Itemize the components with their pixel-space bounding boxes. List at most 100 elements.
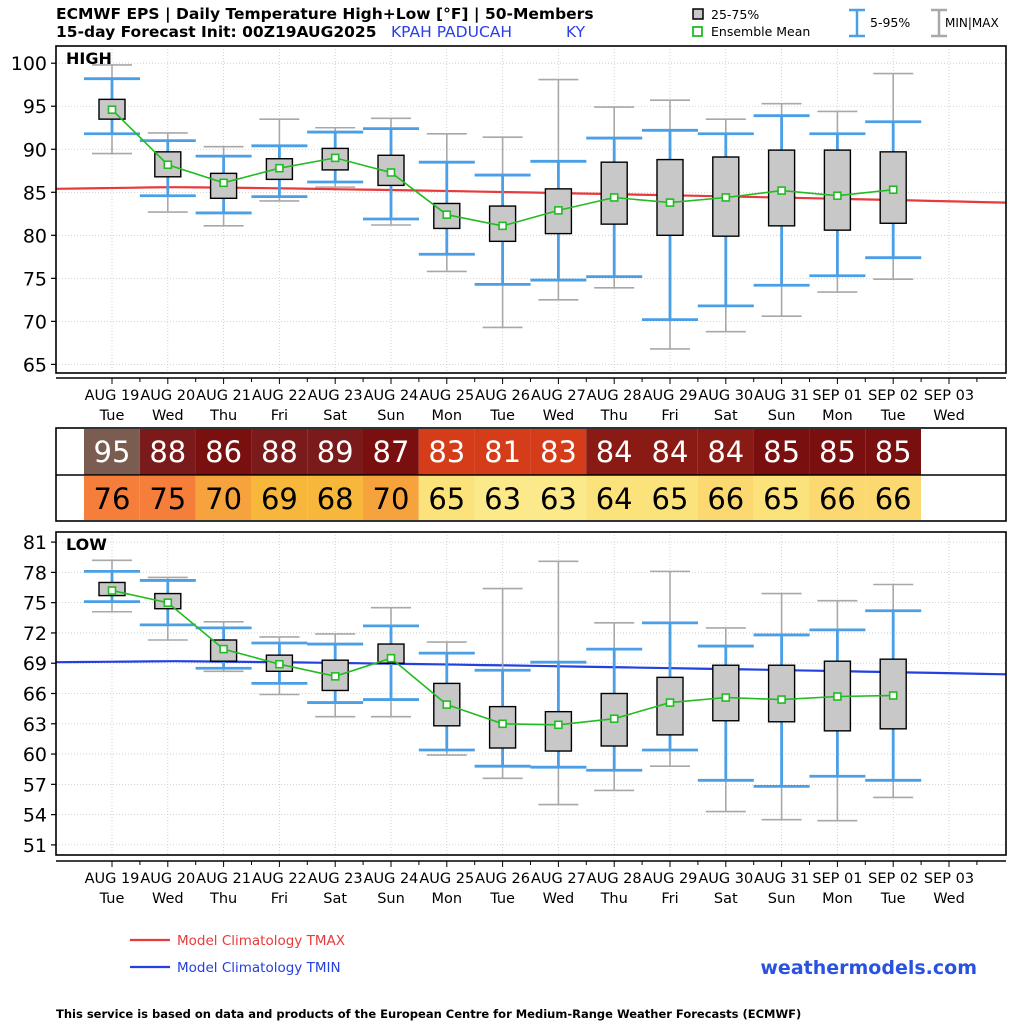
summary-high-value: 85 — [819, 435, 856, 469]
ensemble-mean-point — [777, 695, 786, 704]
x-tick-date: AUG 20 — [140, 871, 195, 887]
box-high-0 — [84, 64, 140, 155]
box-high-13 — [809, 110, 866, 293]
low-chart-panel: 51 54 57 60 63 66 69 72 75 78 81 LOW — [23, 531, 1007, 857]
x-tick-date: AUG 30 — [698, 871, 753, 887]
plot-frame — [55, 531, 1007, 856]
y-tick-label: 78 — [23, 562, 47, 584]
legend-box-label: 25-75% — [711, 7, 759, 22]
ensemble-mean-point — [888, 691, 898, 700]
ensemble-mean-point — [219, 644, 228, 654]
summary-high-value: 95 — [94, 435, 131, 469]
summary-low-cell — [418, 476, 475, 520]
summary-low-cell — [363, 476, 419, 520]
x-tick-weekday: Sat — [714, 891, 738, 907]
climatology-tmax-line — [55, 186, 1007, 204]
date-axis-high: AUG 19 Tue AUG 20 Wed AUG 21 Thu AUG 22 Fri AUG … — [56, 377, 1006, 424]
x-tick-date: AUG 28 — [587, 871, 642, 887]
box-low-12 — [753, 592, 810, 821]
summary-high-value: 86 — [205, 435, 242, 469]
y-tick-label: 72 — [23, 623, 47, 645]
summary-high-cell — [474, 429, 531, 475]
high-chart-panel: 65 70 75 80 85 90 95 100 HIGH — [11, 45, 1007, 376]
summary-low-cell — [307, 476, 363, 520]
summary-low-cell — [865, 476, 921, 520]
legend-tmin-label: Model Climatology TMIN — [177, 960, 341, 976]
summary-high-cell — [642, 429, 698, 475]
x-tick-weekday: Wed — [933, 891, 965, 907]
x-tick-weekday: Sat — [323, 408, 347, 424]
summary-high-value: 83 — [428, 435, 465, 469]
brand-link[interactable]: weathermodels.com — [760, 957, 977, 979]
summary-high-cell — [418, 429, 475, 475]
x-tick-weekday: Thu — [209, 891, 237, 907]
iqr-box — [377, 643, 405, 664]
summary-high-cell — [307, 429, 363, 475]
y-tick-label: 65 — [23, 354, 47, 376]
legend-minmax-label: MIN|MAX — [945, 16, 999, 30]
x-tick-weekday: Fri — [661, 408, 678, 424]
x-tick-date: AUG 24 — [364, 388, 419, 404]
summary-low-cell — [139, 476, 196, 520]
box-high-14 — [865, 72, 922, 281]
x-tick-date: AUG 22 — [252, 388, 307, 404]
iqr-box — [544, 710, 573, 752]
iqr-box — [600, 161, 628, 225]
legend-whisker-icon — [849, 8, 865, 38]
summary-high-value: 84 — [652, 435, 689, 469]
ensemble-mean-point — [330, 672, 340, 681]
x-tick-date: AUG 31 — [754, 388, 809, 404]
ensemble-mean-point — [386, 168, 396, 177]
ensemble-mean-point — [275, 659, 284, 669]
summary-high-value: 84 — [596, 435, 633, 469]
x-tick-date: AUG 31 — [754, 871, 809, 887]
x-tick-weekday: Wed — [543, 891, 575, 907]
summary-high-value: 88 — [261, 435, 298, 469]
x-tick-weekday: Sat — [714, 408, 738, 424]
x-tick-date: AUG 29 — [643, 871, 698, 887]
x-tick-weekday: Mon — [822, 891, 853, 907]
summary-high-cell — [865, 429, 921, 475]
summary-high-value: 83 — [540, 435, 577, 469]
summary-high-value: 87 — [373, 435, 410, 469]
panel-label: HIGH — [66, 49, 112, 68]
y-tick-label: 54 — [23, 805, 47, 827]
ensemble-mean-point — [609, 714, 619, 724]
x-tick-date: AUG 24 — [364, 871, 419, 887]
summary-low-cell — [586, 476, 642, 520]
summary-low-cell — [195, 476, 252, 520]
box-high-6 — [418, 132, 475, 273]
legend-minmax-icon — [931, 8, 947, 38]
summary-high-cell — [139, 429, 196, 475]
x-tick-date: AUG 29 — [643, 388, 698, 404]
x-tick-weekday: Mon — [432, 408, 463, 424]
summary-low-value: 70 — [205, 482, 242, 516]
station-name: KPAH PADUCAH — [391, 23, 512, 41]
x-tick-date: SEP 01 — [812, 388, 862, 404]
x-tick-weekday: Fri — [271, 891, 288, 907]
summary-low-cell — [84, 476, 140, 520]
legend-box-icon — [692, 8, 704, 20]
station-state: KY — [566, 23, 586, 41]
summary-low-cell — [642, 476, 698, 520]
ensemble-mean-point — [107, 586, 117, 595]
y-tick-label: 69 — [23, 653, 47, 675]
summary-low-value: 64 — [596, 482, 633, 516]
box-low-1 — [139, 576, 196, 641]
box-low-8 — [530, 560, 587, 806]
x-tick-weekday: Wed — [543, 408, 575, 424]
summary-low-value: 65 — [428, 482, 465, 516]
x-tick-weekday: Sun — [768, 408, 796, 424]
box-high-10 — [642, 99, 698, 350]
x-tick-date: SEP 03 — [924, 388, 974, 404]
summary-high-value: 88 — [149, 435, 186, 469]
summary-low-cell — [697, 476, 754, 520]
summary-low-cell — [474, 476, 531, 520]
summary-low-value: 63 — [484, 482, 521, 516]
y-tick-label: 60 — [23, 744, 47, 766]
summary-low-value: 70 — [373, 482, 410, 516]
ensemble-mean-point — [833, 191, 842, 201]
y-tick-label: 100 — [11, 53, 47, 75]
ensemble-mean-point — [442, 700, 452, 709]
